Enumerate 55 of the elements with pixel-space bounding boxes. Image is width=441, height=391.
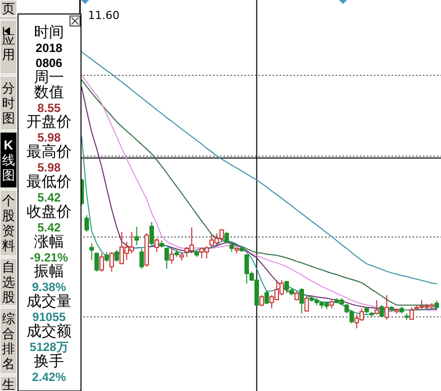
text: 分时图 [2, 80, 15, 126]
text: 9.38% [32, 280, 66, 294]
candlestick [114, 250, 119, 262]
text: 5.98 [37, 130, 61, 145]
candlestick [104, 252, 109, 262]
candlestick [304, 295, 309, 312]
candlestick [264, 290, 269, 304]
text: 11.60 [88, 9, 120, 22]
text: 收盘价 [26, 203, 72, 220]
candlestick [169, 248, 174, 264]
candlestick [374, 300, 379, 316]
text: 振幅 [34, 263, 64, 280]
text: 综合排名 [2, 311, 15, 371]
candlestick [84, 214, 89, 232]
text: 最低价 [26, 174, 72, 190]
text: 2018 [36, 40, 63, 55]
text: 生 [2, 377, 15, 391]
text: 数值 [34, 84, 64, 101]
candlestick [89, 242, 94, 261]
text: K线图 [2, 138, 15, 182]
text: 页 [2, 1, 15, 16]
text: 应用 [2, 32, 15, 62]
text: 周一 [34, 68, 64, 86]
text: 5128万 [30, 340, 68, 354]
candlestick [224, 231, 229, 244]
candlestick [154, 238, 159, 253]
text: -9.21% [30, 250, 68, 264]
text: 成交量 [26, 293, 72, 310]
candlestick [139, 248, 144, 270]
candlestick [384, 294, 389, 320]
text: 5.42 [37, 220, 61, 234]
candlestick [94, 252, 99, 272]
text: 5.98 [37, 160, 61, 175]
candlestick [259, 294, 264, 307]
text: 换手 [34, 352, 64, 370]
candlestick [134, 226, 139, 246]
candlestick [379, 304, 384, 318]
text: 0806 [36, 56, 63, 70]
text: 91055 [32, 310, 66, 324]
candlestick [149, 221, 154, 246]
text: 成交额 [26, 323, 72, 340]
candlestick [99, 252, 104, 272]
text: 涨幅 [34, 233, 64, 250]
text: 个股资料 [2, 193, 15, 253]
text: 时间 [34, 24, 64, 41]
text: 自选股 [2, 260, 15, 304]
candlestick [299, 288, 304, 314]
text: 2.42% [32, 370, 66, 384]
text: 最高价 [26, 144, 72, 161]
candlestick [109, 252, 114, 272]
candlestick [164, 247, 169, 270]
text: 5.42 [37, 190, 61, 204]
candlestick [409, 306, 414, 320]
text: 开盘价 [26, 114, 72, 131]
text: 8.55 [37, 100, 61, 115]
